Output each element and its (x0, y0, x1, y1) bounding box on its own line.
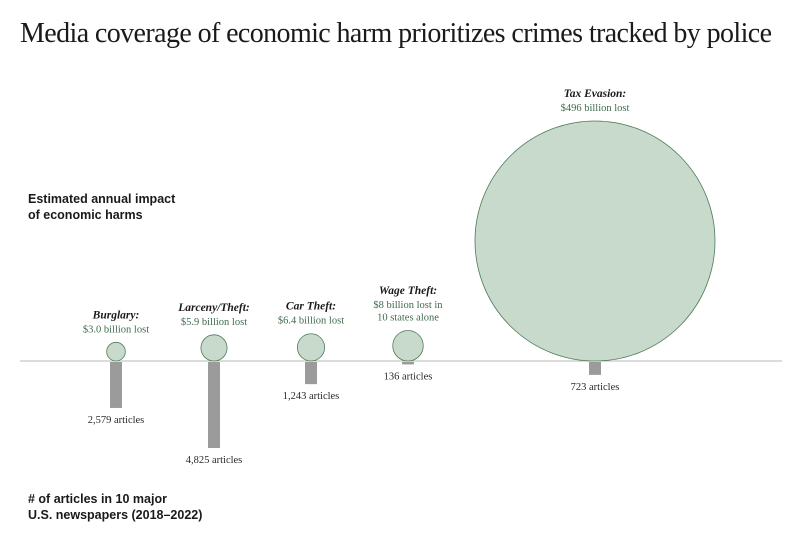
loss-label: $3.0 billion lost (83, 324, 149, 335)
loss-label: $6.4 billion lost (278, 316, 344, 327)
article-bar (110, 362, 122, 408)
article-count-label: 723 articles (571, 382, 620, 393)
article-bar (589, 362, 601, 375)
article-count-label: 4,825 articles (186, 455, 243, 466)
category-label: Larceny/Theft: (177, 302, 250, 314)
chart-title: Media coverage of economic harm prioriti… (20, 18, 772, 49)
article-count-label: 2,579 articles (88, 415, 145, 426)
category-label: Wage Theft: (379, 285, 437, 297)
article-count-label: 136 articles (384, 371, 433, 382)
loss-label: 10 states alone (377, 313, 439, 324)
category-label: Burglary: (92, 309, 140, 321)
loss-bubble (392, 330, 424, 362)
loss-bubble (106, 341, 126, 362)
impact-section-label: Estimated annual impact of economic harm… (28, 192, 176, 222)
loss-bubble (474, 120, 716, 362)
article-bar (305, 362, 317, 385)
articles-section-label: # of articles in 10 major U.S. newspaper… (28, 492, 203, 522)
article-bar (208, 362, 220, 448)
loss-bubble (296, 333, 326, 362)
category-label: Car Theft: (286, 301, 336, 313)
loss-label: $8 billion lost in (373, 300, 443, 311)
loss-label: $496 billion lost (561, 103, 630, 114)
category-label: Tax Evasion: (564, 88, 627, 100)
article-count-label: 1,243 articles (283, 391, 340, 402)
loss-bubble (200, 334, 228, 362)
loss-label: $5.9 billion lost (181, 317, 247, 328)
article-bar (402, 362, 414, 365)
